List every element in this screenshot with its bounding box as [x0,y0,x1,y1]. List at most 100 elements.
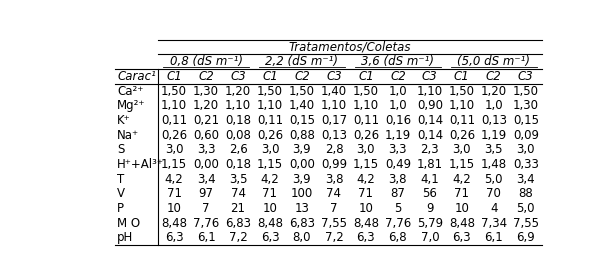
Text: T: T [117,173,124,186]
Text: 6,3: 6,3 [452,232,471,244]
Text: 3,0: 3,0 [356,143,375,156]
Text: 0,00: 0,00 [193,158,219,171]
Text: 1,10: 1,10 [417,85,443,98]
Text: 6,3: 6,3 [260,232,279,244]
Text: 1,50: 1,50 [289,85,315,98]
Text: 0,11: 0,11 [161,114,187,127]
Text: 8,48: 8,48 [449,217,475,230]
Text: 3,9: 3,9 [292,143,311,156]
Text: 3,9: 3,9 [292,173,311,186]
Text: 6,1: 6,1 [197,232,215,244]
Text: 0,18: 0,18 [225,114,251,127]
Text: 5,0: 5,0 [517,202,535,215]
Text: C3: C3 [230,70,246,83]
Text: 3,3: 3,3 [389,143,407,156]
Text: 0,15: 0,15 [289,114,315,127]
Text: 6,9: 6,9 [516,232,535,244]
Text: (5,0 dS m⁻¹): (5,0 dS m⁻¹) [457,55,530,68]
Text: 3,0: 3,0 [260,143,279,156]
Text: S: S [117,143,124,156]
Text: 1,50: 1,50 [513,85,538,98]
Text: 1,19: 1,19 [385,129,411,142]
Text: 3,0: 3,0 [517,143,535,156]
Text: 3,8: 3,8 [389,173,407,186]
Text: 100: 100 [291,187,313,200]
Text: Na⁺: Na⁺ [117,129,139,142]
Text: 6,83: 6,83 [289,217,315,230]
Text: 0,14: 0,14 [417,114,443,127]
Text: 1,20: 1,20 [225,85,251,98]
Text: 7,76: 7,76 [385,217,411,230]
Text: 6,3: 6,3 [356,232,375,244]
Text: 3,4: 3,4 [516,173,535,186]
Text: 0,18: 0,18 [225,158,251,171]
Text: 2,2 (dS m⁻¹): 2,2 (dS m⁻¹) [265,55,338,68]
Text: 0,13: 0,13 [481,114,507,127]
Text: 6,3: 6,3 [165,232,183,244]
Text: 1,81: 1,81 [417,158,443,171]
Text: 0,26: 0,26 [449,129,475,142]
Text: 6,83: 6,83 [225,217,251,230]
Text: 8,48: 8,48 [353,217,379,230]
Text: 10: 10 [358,202,373,215]
Text: 0,11: 0,11 [353,114,379,127]
Text: 0,11: 0,11 [257,114,283,127]
Text: 0,90: 0,90 [417,99,443,112]
Text: pH: pH [117,232,133,244]
Text: 71: 71 [454,187,469,200]
Text: C3: C3 [326,70,342,83]
Text: 0,8 (dS m⁻¹): 0,8 (dS m⁻¹) [169,55,242,68]
Text: 0,60: 0,60 [193,129,219,142]
Text: 10: 10 [166,202,182,215]
Text: 0,11: 0,11 [449,114,475,127]
Text: 7,34: 7,34 [481,217,507,230]
Text: 71: 71 [262,187,277,200]
Text: 8,0: 8,0 [292,232,311,244]
Text: 3,4: 3,4 [197,173,215,186]
Text: P: P [117,202,124,215]
Text: 1,15: 1,15 [449,158,475,171]
Text: C3: C3 [518,70,534,83]
Text: 0,00: 0,00 [289,158,315,171]
Text: V: V [117,187,125,200]
Text: 0,15: 0,15 [513,114,538,127]
Text: 1,0: 1,0 [484,99,503,112]
Text: 3,8: 3,8 [324,173,343,186]
Text: 21: 21 [230,202,245,215]
Text: 2,8: 2,8 [324,143,343,156]
Text: 6,1: 6,1 [484,232,503,244]
Text: 0,26: 0,26 [161,129,187,142]
Text: 0,13: 0,13 [321,129,347,142]
Text: 7,2: 7,2 [229,232,247,244]
Text: H⁺+Al³⁺: H⁺+Al³⁺ [117,158,164,171]
Text: 1,30: 1,30 [193,85,219,98]
Text: 7: 7 [330,202,338,215]
Text: 0,26: 0,26 [353,129,379,142]
Text: 74: 74 [326,187,341,200]
Text: 4,2: 4,2 [260,173,279,186]
Text: 1,50: 1,50 [257,85,283,98]
Text: 0,08: 0,08 [225,129,251,142]
Text: 1,19: 1,19 [481,129,507,142]
Text: 1,15: 1,15 [257,158,283,171]
Text: 7,55: 7,55 [513,217,538,230]
Text: 0,09: 0,09 [513,129,538,142]
Text: 1,40: 1,40 [289,99,315,112]
Text: 10: 10 [455,202,469,215]
Text: 3,0: 3,0 [165,143,183,156]
Text: C1: C1 [262,70,278,83]
Text: C2: C2 [198,70,214,83]
Text: 4,1: 4,1 [420,173,439,186]
Text: 1,10: 1,10 [161,99,187,112]
Text: 3,5: 3,5 [485,143,503,156]
Text: 4,2: 4,2 [356,173,375,186]
Text: C1: C1 [166,70,182,83]
Text: 2,3: 2,3 [420,143,439,156]
Text: 1,10: 1,10 [257,99,283,112]
Text: 3,0: 3,0 [453,143,471,156]
Text: 1,15: 1,15 [161,158,187,171]
Text: 0,88: 0,88 [289,129,315,142]
Text: 1,10: 1,10 [449,99,475,112]
Text: 1,10: 1,10 [321,99,347,112]
Text: 10: 10 [262,202,277,215]
